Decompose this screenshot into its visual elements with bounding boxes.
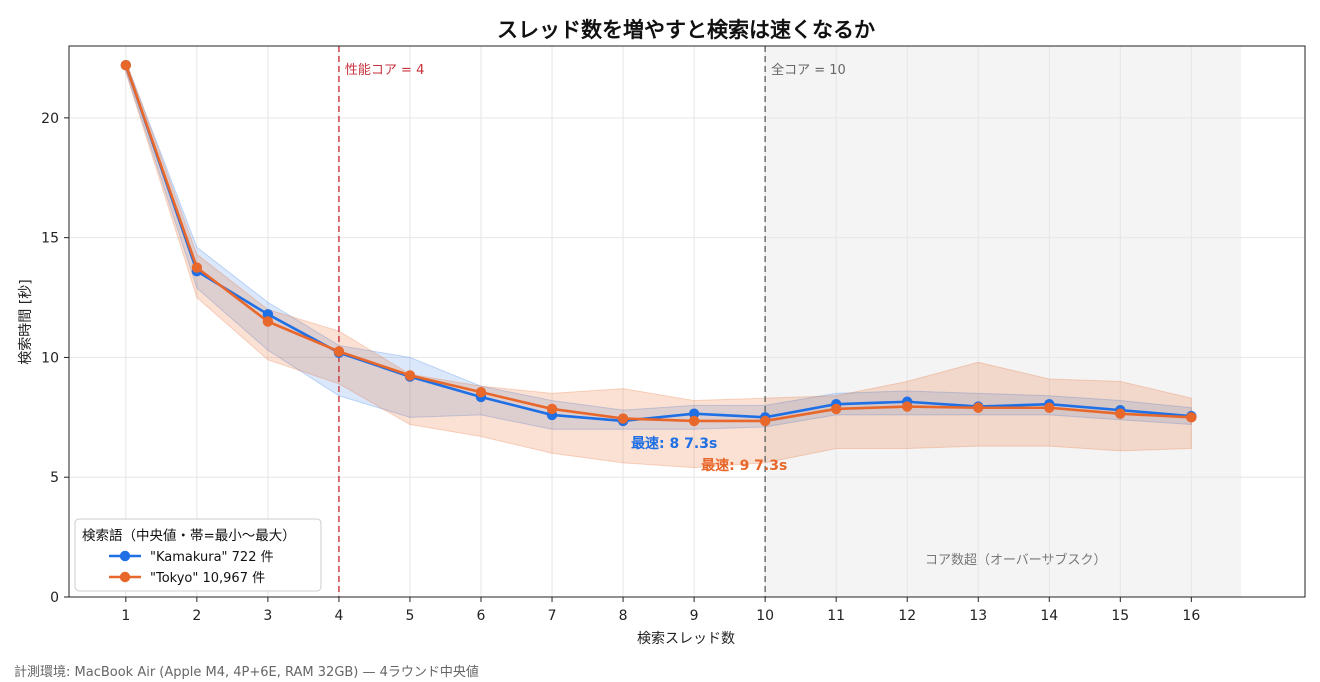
x-tick-label: 10	[756, 608, 774, 624]
x-tick-label: 4	[334, 608, 343, 624]
x-tick-label: 2	[192, 608, 201, 624]
chart-title: スレッド数を増やすと検索は速くなるか	[497, 18, 875, 42]
y-tick-label: 5	[50, 470, 59, 486]
data-point-series-1	[688, 408, 700, 419]
x-tick-label: 9	[690, 608, 699, 624]
data-point-series-2	[120, 59, 132, 71]
legend-swatch-marker-1	[119, 550, 131, 562]
data-point-series-1	[262, 309, 274, 320]
range-band-series-2	[125, 60, 1192, 469]
oversubscription-shade	[765, 46, 1242, 597]
x-tick-label: 8	[619, 608, 628, 624]
data-point-series-2	[973, 402, 984, 413]
data-point-series-2	[1115, 408, 1126, 419]
x-tick-label: 11	[827, 608, 845, 624]
x-tick-label: 12	[898, 608, 916, 624]
x-tick-label: 6	[477, 608, 486, 624]
annotations: 最速: 8 7.3s 最速: 9 7.3s	[631, 435, 787, 474]
y-tick-label: 20	[41, 111, 59, 127]
x-tick-label: 15	[1111, 608, 1129, 624]
x-tick-label: 13	[969, 608, 987, 624]
x-tick-label: 14	[1040, 608, 1058, 624]
data-point-series-2	[830, 403, 842, 415]
legend-entry-1: "Kamakura" 722 件	[150, 550, 274, 565]
data-point-series-2	[688, 415, 700, 427]
y-tick-label: 0	[50, 590, 59, 606]
legend-box	[74, 518, 322, 592]
data-point-series-2	[333, 346, 345, 357]
series-line-2	[124, 63, 1193, 423]
data-point-series-2	[759, 415, 771, 427]
legend-title: 検索語（中央値・帯=最小〜最大）	[82, 527, 296, 544]
data-point-series-2	[902, 401, 913, 412]
fastest-label-series-2: 最速: 9 7.3s	[701, 457, 787, 474]
x-tick-label: 1	[121, 608, 130, 624]
data-point-series-2	[546, 403, 558, 415]
data-point-series-2	[475, 386, 487, 398]
x-tick-label: 7	[548, 608, 557, 624]
x-axis-label: 検索スレッド数	[637, 630, 735, 647]
fastest-label-series-1: 最速: 8 7.3s	[631, 435, 717, 452]
reference-lines: 性能コア = 4 全コア = 10	[338, 46, 846, 597]
data-point-series-2	[617, 413, 629, 424]
data-point-series-2	[1186, 412, 1197, 423]
series-lines	[120, 59, 1197, 427]
y-axis-label: 検索時間 [秒]	[17, 279, 34, 364]
footer-note: 計測環境: MacBook Air (Apple M4, 4P+6E, RAM …	[14, 664, 479, 680]
x-tick-label: 5	[406, 608, 415, 624]
x-tick-label: 3	[263, 608, 272, 624]
range-band-series-1	[125, 61, 1192, 430]
data-point-series-2	[404, 370, 416, 381]
legend: 検索語（中央値・帯=最小〜最大） "Kamakura" 722 件 "Tokyo" …	[74, 518, 322, 592]
oversubscription-region: コア数超（オーバーサブスク）	[765, 46, 1242, 597]
y-tick-label: 10	[41, 350, 59, 366]
plot-frame	[68, 45, 1306, 598]
oversubscription-label: コア数超（オーバーサブスク）	[925, 552, 1107, 568]
x-tick-label: 16	[1182, 608, 1200, 624]
data-point-series-2	[1044, 402, 1055, 413]
data-point-series-2	[262, 316, 274, 327]
y-tick-label: 15	[41, 231, 59, 247]
data-point-series-2	[191, 262, 203, 273]
reference-line-label-2: 全コア = 10	[771, 62, 846, 78]
min-max-bands	[125, 60, 1192, 469]
series-line-1	[124, 63, 1193, 423]
legend-entry-2: "Tokyo" 10,967 件	[150, 571, 265, 586]
reference-line-label-1: 性能コア = 4	[345, 63, 424, 78]
legend-swatch-marker-2	[119, 571, 131, 583]
